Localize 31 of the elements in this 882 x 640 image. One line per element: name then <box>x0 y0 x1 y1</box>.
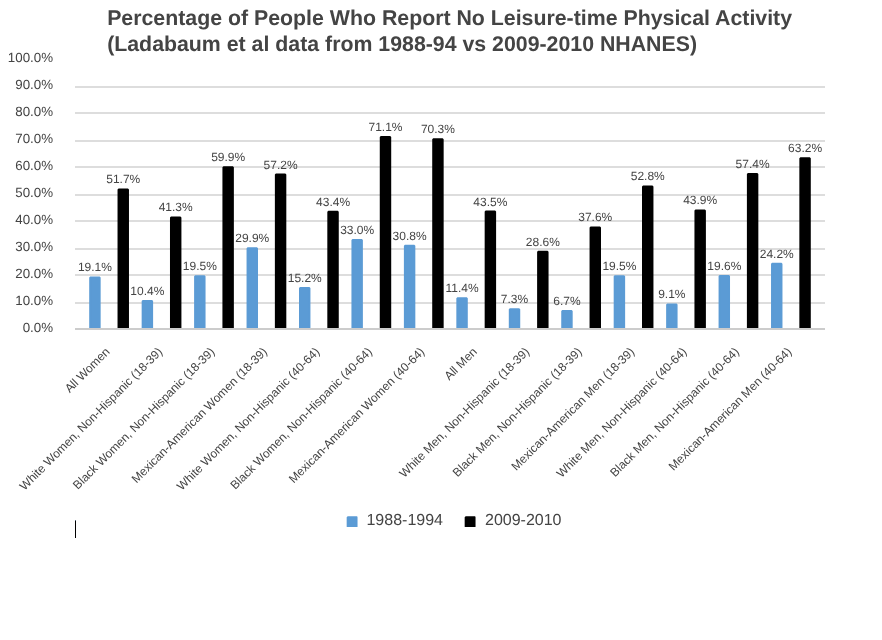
bar <box>141 299 154 329</box>
bar <box>613 275 626 329</box>
legend-label: 2009-2010 <box>485 511 562 529</box>
bar <box>89 276 101 329</box>
bar <box>718 275 731 329</box>
bar <box>537 250 549 329</box>
bar <box>379 136 392 329</box>
chart-title: Percentage of People Who Report No Leisure-time Physical Activity (Ladabaum et al data from 1988-94 vs 2009-2010 NHANES) <box>107 6 793 57</box>
bar <box>771 262 783 329</box>
bar <box>299 286 311 329</box>
bar <box>222 166 234 329</box>
bar <box>589 226 601 329</box>
bar <box>403 244 416 329</box>
bar <box>246 247 258 329</box>
bar <box>432 138 444 329</box>
bar <box>561 309 573 329</box>
bar <box>327 210 339 329</box>
bar <box>666 303 678 329</box>
bar <box>274 173 287 329</box>
legend-label: 1988-1994 <box>366 511 443 529</box>
bar <box>484 210 497 329</box>
bar <box>117 188 129 329</box>
bar <box>694 209 706 329</box>
bar <box>351 238 363 329</box>
bar <box>169 216 182 329</box>
bar <box>456 297 468 329</box>
bar <box>799 157 811 329</box>
bar <box>746 173 759 329</box>
bar <box>642 185 654 329</box>
bar <box>194 275 206 329</box>
bar <box>508 308 521 329</box>
